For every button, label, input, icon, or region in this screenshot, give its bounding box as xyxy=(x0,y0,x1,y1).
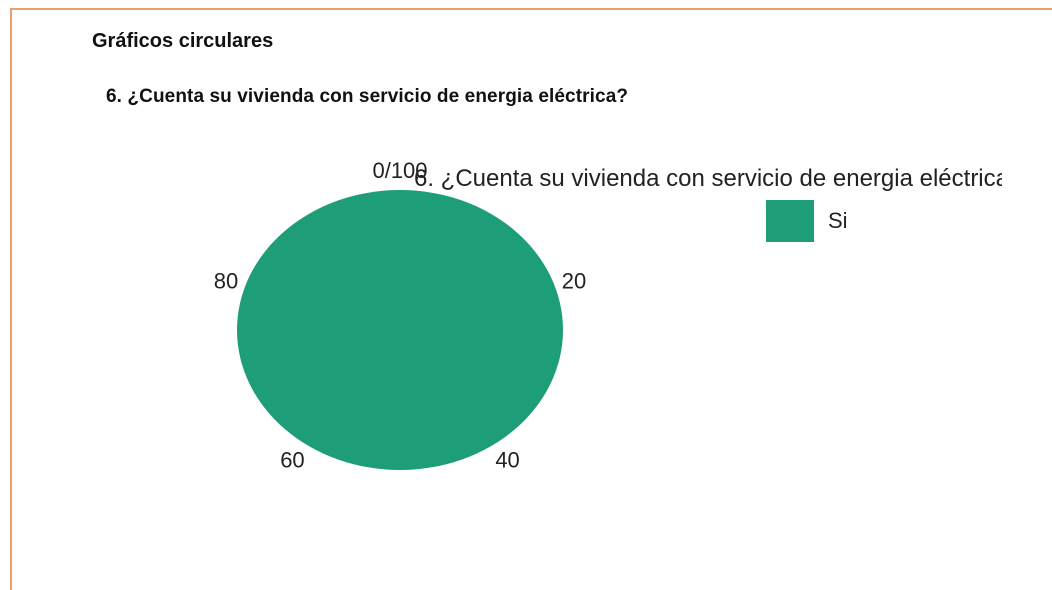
pie-chart: 0/100 20 40 60 80 6. ¿Cuenta su vivienda con… xyxy=(0,150,1052,510)
page-frame xyxy=(10,8,1052,590)
legend: Si xyxy=(766,200,848,242)
pie-chart-canvas: 0/100 20 40 60 80 xyxy=(214,158,587,472)
chart-title-container: 6. ¿Cuenta su vivienda con servicio de e… xyxy=(414,162,1002,196)
legend-swatch-si xyxy=(766,200,814,242)
section-title: Gráficos circulares xyxy=(92,30,274,52)
pie-slice-si xyxy=(237,190,563,470)
angular-tick-label: 80 xyxy=(214,269,238,294)
chart-title: 6. ¿Cuenta su vivienda con servicio de e… xyxy=(414,165,1002,192)
angular-tick-label: 40 xyxy=(495,447,519,472)
legend-label-si: Si xyxy=(828,208,848,233)
angular-tick-label: 20 xyxy=(562,269,586,294)
angular-tick-label: 0/100 xyxy=(372,158,427,183)
question-heading: 6. ¿Cuenta su vivienda con servicio de e… xyxy=(106,86,629,107)
angular-tick-label: 60 xyxy=(280,447,304,472)
